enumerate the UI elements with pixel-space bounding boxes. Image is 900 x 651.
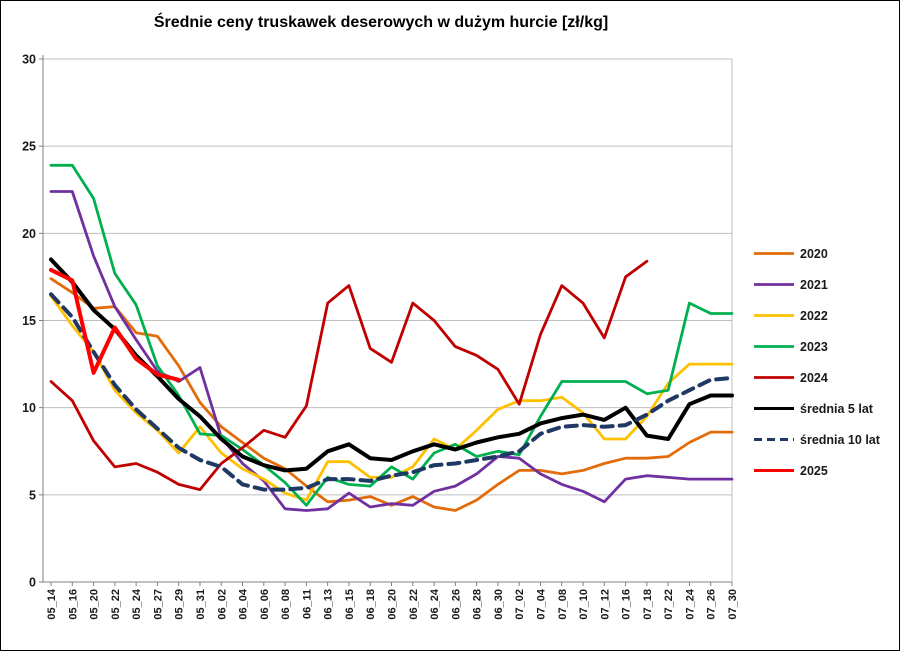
chart-title: Średnie ceny truskawek deserowych w duży… [153,14,609,31]
x-axis-label-07_26: 07_26 [706,589,718,620]
legend-line-icon-2022 [753,306,795,325]
series-line-2025 [49,267,181,382]
legend-line-icon-2020 [753,244,795,263]
legend-item-2021: 2021 [753,275,880,294]
series-line-średnia-10-lat [49,292,734,492]
legend-item-średnia-5-lat: średnia 5 lat [753,399,880,418]
x-axis-label-06_24: 06_24 [429,588,441,619]
legend-label: 2023 [800,339,828,354]
y-axis-label-15: 15 [22,314,36,328]
x-axis-label-07_24: 07_24 [684,588,696,619]
y-axis-label-20: 20 [22,227,36,241]
x-axis-label-06_28: 06_28 [472,589,484,620]
x-axis-label-07_02: 07_02 [514,589,526,620]
x-axis-label-07_04: 07_04 [535,588,547,619]
legend-label: 2025 [800,463,828,478]
legend-line-icon-średnia-5-lat [753,399,795,418]
y-axis-label-10: 10 [22,401,36,415]
x-axis-label-06_30: 06_30 [493,589,505,620]
x-axis-label-07_18: 07_18 [642,589,654,620]
legend-label: 2022 [800,308,828,323]
legend-line-icon-2021 [753,275,795,294]
legend-label: średnia 10 lat [800,432,880,447]
x-axis-label-05_27: 05_27 [152,589,164,620]
chart-legend: 2020 2021 2022 2023 2024 średnia 5 lat średnia… [753,244,880,480]
legend-line-icon-2024 [753,368,795,387]
x-axis-label-06_11: 06_11 [301,589,313,619]
series-line-2020 [49,277,734,512]
legend-line-icon-średnia-10-lat [753,430,795,449]
legend-item-średnia-10-lat: średnia 10 lat [753,430,880,449]
legend-label: 2020 [800,246,828,261]
x-axis-label-06_20: 06_20 [387,589,399,620]
x-axis-label-05_22: 05_22 [110,589,122,620]
x-axis-label-05_14: 05_14 [46,588,58,619]
x-axis-label-07_08: 07_08 [557,589,569,620]
legend-line-icon-2025 [753,461,795,480]
series-line-średnia-5-lat [49,257,734,473]
x-axis-label-05_16: 05_16 [67,589,79,620]
legend-item-2022: 2022 [753,306,880,325]
series-line-2024 [49,259,649,492]
legend-item-2023: 2023 [753,337,880,356]
x-axis-label-06_06: 06_06 [259,589,271,620]
x-axis-label-07_30: 07_30 [727,589,739,620]
x-axis-label-05_24: 05_24 [131,588,143,619]
x-axis-label-05_31: 05_31 [195,589,207,620]
x-axis-label-05_20: 05_20 [89,589,101,620]
y-axis-label-25: 25 [22,140,36,154]
x-axis-label-06_22: 06_22 [408,589,420,620]
x-axis-label-07_22: 07_22 [663,589,675,620]
series-line-2022 [49,294,734,502]
y-axis-label-5: 5 [29,488,36,502]
x-axis-label-06_26: 06_26 [450,589,462,620]
legend-label: 2021 [800,277,828,292]
legend-item-2020: 2020 [753,244,880,263]
x-axis-label-07_16: 07_16 [621,589,633,620]
legend-item-2025: 2025 [753,461,880,480]
legend-item-2024: 2024 [753,368,880,387]
legend-label: średnia 5 lat [800,401,873,416]
x-axis-label-05_29: 05_29 [174,589,186,620]
x-axis-label-06_08: 06_08 [280,589,292,620]
x-axis-label-06_04: 06_04 [238,588,250,619]
x-axis-label-06_18: 06_18 [365,589,377,620]
x-axis-label-06_02: 06_02 [216,589,228,620]
legend-line-icon-2023 [753,337,795,356]
x-axis-label-06_15: 06_15 [344,589,356,620]
y-axis-label-30: 30 [22,53,36,67]
legend-label: 2024 [800,370,828,385]
y-axis-label-0: 0 [29,576,36,590]
x-axis-label-06_13: 06_13 [323,589,335,620]
x-axis-label-07_12: 07_12 [599,589,611,620]
x-axis-label-07_10: 07_10 [578,589,590,620]
